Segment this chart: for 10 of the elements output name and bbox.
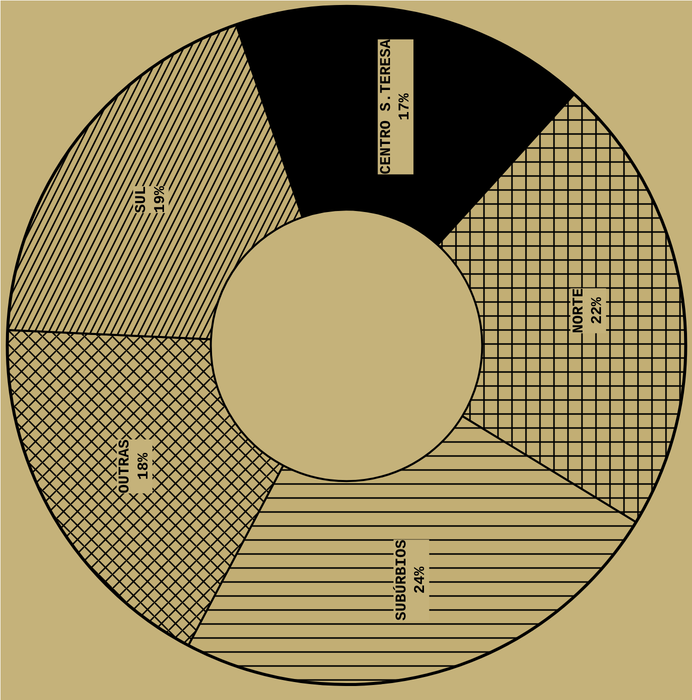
slice-label: CENTRO S.TERESA xyxy=(378,39,395,174)
slice-label: NORTE xyxy=(570,288,588,334)
data-label: 18% xyxy=(135,452,152,480)
slice-label: SUL xyxy=(133,186,150,214)
data-label: 24% xyxy=(412,566,430,594)
slice-label: SUBÚRBIOS xyxy=(392,540,411,621)
data-label: 17% xyxy=(396,92,414,120)
slice-label: OUTRAS xyxy=(116,439,134,494)
data-label: 22% xyxy=(589,296,606,324)
data-label: 19% xyxy=(152,185,169,214)
